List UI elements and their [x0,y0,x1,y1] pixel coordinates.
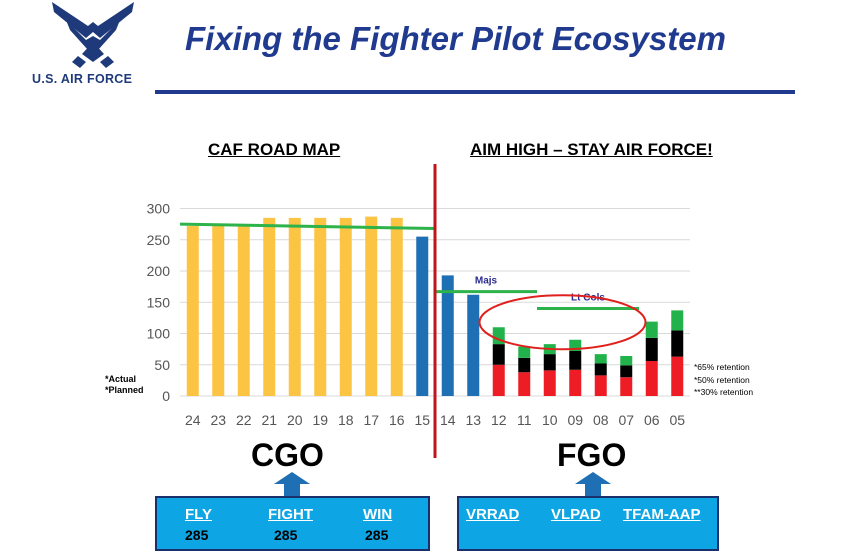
x-tick-label: 09 [567,412,583,428]
title-underline [155,90,795,94]
bar [594,354,607,364]
bar [263,217,276,396]
bar [518,346,531,358]
bar [212,226,225,396]
bar [237,226,250,396]
section-title-left: CAF ROAD MAP [208,140,341,159]
fight-link[interactable]: FIGHT [268,506,313,523]
bar [416,236,429,396]
bar [671,330,684,357]
cgo-label: CGO [251,437,324,473]
bar [492,364,505,396]
target-line-label: Lt Cols [571,293,605,304]
bar [671,356,684,396]
bar [645,361,658,396]
bar [543,354,556,371]
retention-30-label: **30% retention [694,387,754,397]
vrrad-link[interactable]: VRRAD [466,506,520,523]
y-tick-label: 300 [147,201,171,217]
y-tick-label: 100 [147,326,171,342]
bar [314,217,327,396]
section-title-right: AIM HIGH – STAY AIR FORCE! [470,140,713,159]
bar [518,357,531,373]
x-tick-label: 11 [517,412,532,428]
bar [467,294,480,396]
y-tick-label: 250 [147,232,171,248]
fly-value: 285 [185,527,209,543]
y-tick-label: 0 [162,388,170,404]
x-tick-label: 23 [210,412,226,428]
vlpad-link[interactable]: VLPAD [551,506,601,523]
bar [339,217,352,396]
air-force-logo [52,2,134,68]
bar [492,344,505,365]
bar [645,321,658,338]
x-tick-label: 20 [287,412,303,428]
target-line [179,222,436,230]
bar [569,339,582,351]
up-arrow-icon [575,472,611,496]
bar [620,356,633,366]
tfam-aap-link[interactable]: TFAM-AAP [623,506,701,523]
x-tick-label: 12 [491,412,507,428]
x-tick-label: 06 [644,412,660,428]
y-tick-label: 200 [147,263,171,279]
x-tick-label: 14 [440,412,456,428]
win-value: 285 [365,527,389,543]
x-tick-label: 15 [414,412,430,428]
fight-value: 285 [274,527,298,543]
bar [620,377,633,396]
target-line-label: Majs [475,276,498,287]
x-tick-label: 05 [669,412,685,428]
fly-link[interactable]: FLY [185,506,212,523]
bar [645,337,658,361]
x-tick-label: 22 [236,412,252,428]
bar [186,226,199,396]
bar [390,217,403,396]
retention-50-label: *50% retention [694,375,750,385]
x-tick-label: 08 [593,412,609,428]
bar [594,363,607,376]
brand-name: U.S. AIR FORCE [32,72,133,86]
x-tick-label: 21 [261,412,277,428]
x-tick-label: 24 [185,412,201,428]
x-tick-label: 07 [618,412,634,428]
bar [594,375,607,396]
highlight-ellipse [478,294,647,351]
y-tick-label: 150 [147,294,171,310]
x-tick-label: 13 [465,412,481,428]
x-tick-label: 10 [542,412,558,428]
bar [288,217,301,396]
y-tick-label: 50 [154,357,170,373]
legend-planned: *Planned [105,385,144,395]
x-tick-label: 17 [363,412,379,428]
retention-65-label: *65% retention [694,362,750,372]
x-tick-label: 16 [389,412,405,428]
bar [543,370,556,396]
page-title: Fixing the Fighter Pilot Ecosystem [185,20,726,57]
fgo-programs-box: VRRAD VLPAD TFAM-AAP [457,496,719,551]
up-arrow-icon [274,472,310,496]
bar [441,275,454,396]
bar [569,351,582,370]
bar [518,372,531,396]
fgo-label: FGO [557,437,627,473]
win-link[interactable]: WIN [363,506,393,523]
bar [365,216,378,396]
x-tick-label: 18 [338,412,354,428]
cgo-programs-box: FLY 285 FIGHT 285 WIN 285 [155,496,430,551]
x-tick-label: 19 [312,412,328,428]
bar [569,369,582,396]
bar [671,310,684,331]
legend-actual: *Actual [105,374,137,384]
bar [620,365,633,378]
